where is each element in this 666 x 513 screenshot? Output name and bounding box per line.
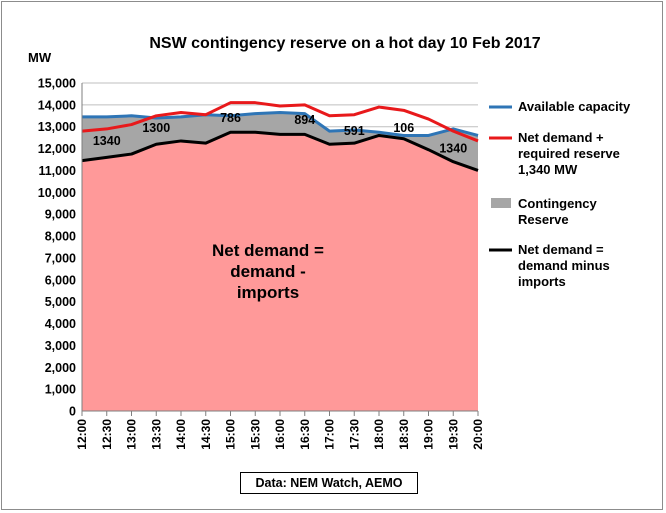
series-line-2	[81, 130, 479, 172]
series-line-1	[81, 101, 479, 143]
reserve-annotations: 1340 1300 786 894 591 106 1340	[93, 111, 467, 156]
annotation-5: 106	[393, 121, 414, 135]
x-tick-labels: 12:00 12:30 13:00 13:30 14:00 14:30 15:00 15:30…	[75, 419, 485, 450]
annotation-1: 1300	[142, 121, 170, 135]
x-tick-label-4: 14:00	[174, 419, 188, 450]
y-tick-label-4: 4,000	[45, 317, 76, 331]
y-tick-label-5: 5,000	[45, 295, 76, 309]
y-tick-label-1: 1,000	[45, 383, 76, 397]
y-tick-label-6: 6,000	[45, 273, 76, 287]
y-tick-label-2: 2,000	[45, 361, 76, 375]
x-tick-label-10: 17:00	[323, 419, 337, 450]
x-tick-label-16: 20:00	[471, 419, 485, 450]
annotation-2: 786	[220, 111, 241, 125]
center-label: Net demand = demand - imports	[212, 241, 324, 302]
net-demand-area	[82, 132, 478, 411]
chart-title: NSW contingency reserve on a hot day 10 …	[149, 35, 540, 52]
x-tick-label-0: 12:00	[75, 419, 89, 450]
y-tick-label-15: 15,000	[38, 77, 76, 91]
y-tick-label-7: 7,000	[45, 251, 76, 265]
legend-label-2-0: Contingency	[518, 196, 597, 211]
x-tick-label-9: 16:30	[298, 419, 312, 450]
axes	[81, 83, 479, 416]
x-tick-label-8: 16:00	[273, 419, 287, 450]
legend-label-3-2: imports	[518, 274, 566, 289]
center-label-line-1: demand -	[230, 262, 306, 281]
center-label-line-2: imports	[237, 283, 299, 302]
x-tick-label-6: 15:00	[224, 419, 238, 450]
contingency-reserve-area	[82, 112, 478, 171]
y-tick-label-9: 9,000	[45, 208, 76, 222]
data-source-box: Data: NEM Watch, AEMO	[240, 472, 418, 494]
legend: Available capacity Net demand +required r…	[489, 99, 631, 289]
legend-label-3-1: demand minus	[518, 258, 610, 273]
x-tick-label-1: 12:30	[100, 419, 114, 450]
legend-label-1-1: required reserve	[518, 146, 620, 161]
y-tick-label-3: 3,000	[45, 339, 76, 353]
y-tick-label-12: 12,000	[38, 142, 76, 156]
y-tick-labels: 0 1,000 2,000 3,000 4,000 5,000 6,000 7,000 8,00…	[38, 77, 76, 419]
annotation-4: 591	[344, 124, 365, 138]
x-tick-label-12: 18:00	[372, 419, 386, 450]
x-tick-label-5: 14:30	[199, 419, 213, 450]
annotation-6: 1340	[439, 142, 467, 156]
y-tick-label-14: 14,000	[38, 98, 76, 112]
x-tick-label-3: 13:30	[149, 419, 163, 450]
x-tick-label-7: 15:30	[248, 419, 262, 450]
y-tick-label-11: 11,000	[38, 164, 76, 178]
y-tick-label-13: 13,000	[38, 120, 76, 134]
legend-swatch-2	[491, 198, 511, 208]
legend-label-1-0: Net demand +	[518, 130, 604, 145]
center-label-line-0: Net demand =	[212, 241, 324, 260]
area-layers	[82, 112, 478, 411]
x-tick-label-11: 17:30	[347, 419, 361, 450]
x-tick-label-2: 13:00	[125, 419, 139, 450]
legend-label-1-2: 1,340 MW	[518, 162, 578, 177]
y-tick-label-8: 8,000	[45, 230, 76, 244]
y-tick-label-10: 10,000	[38, 186, 76, 200]
x-tick-label-15: 19:30	[446, 419, 460, 450]
legend-label-3-0: Net demand =	[518, 242, 604, 257]
annotation-3: 894	[294, 113, 315, 127]
x-tick-label-13: 18:30	[397, 419, 411, 450]
legend-label-0-0: Available capacity	[518, 99, 631, 114]
annotation-0: 1340	[93, 134, 121, 148]
y-tick-label-0: 0	[69, 405, 76, 419]
x-tick-label-14: 19:00	[422, 419, 436, 450]
legend-label-2-1: Reserve	[518, 212, 569, 227]
series-lines	[81, 101, 479, 172]
y-axis-unit-label: MW	[28, 50, 52, 65]
